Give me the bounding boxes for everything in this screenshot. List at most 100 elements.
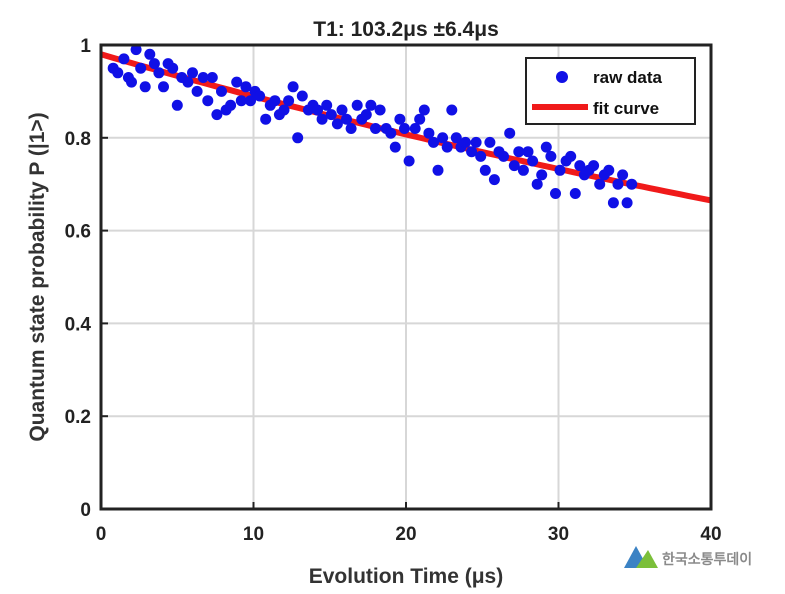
raw-data-point (345, 123, 357, 134)
raw-data-point (331, 118, 343, 130)
raw-data-point (139, 81, 151, 93)
raw-data-point (536, 169, 548, 181)
raw-data-point (167, 62, 179, 74)
raw-data-point (191, 85, 203, 97)
raw-data-point (316, 113, 328, 125)
x-tick-label: 10 (243, 524, 264, 545)
raw-data-point (197, 72, 209, 83)
raw-data-point (513, 146, 525, 158)
chart-title: T1: 103.2μs ±6.4μs (313, 18, 499, 41)
raw-data-point (441, 141, 453, 153)
raw-data-point (399, 123, 410, 134)
raw-data-point (296, 90, 308, 102)
raw-data-point (235, 95, 247, 107)
raw-data-point (617, 169, 629, 181)
raw-data-point (278, 104, 290, 116)
raw-data-point (325, 109, 337, 121)
raw-data-point (187, 67, 198, 79)
y-tick-label: 1 (80, 36, 91, 57)
raw-data-point (527, 155, 539, 167)
raw-data-point (479, 164, 491, 176)
raw-data-point (607, 197, 619, 209)
raw-data-point (283, 95, 295, 107)
raw-data-point (504, 127, 516, 139)
raw-data-point (522, 146, 534, 158)
x-tick-label: 40 (700, 524, 721, 545)
raw-data-point (545, 150, 557, 162)
raw-data-point (466, 146, 478, 158)
raw-data-point (588, 160, 600, 172)
raw-data-point (540, 141, 552, 153)
raw-data-point (351, 99, 363, 111)
raw-data-point (130, 44, 142, 56)
raw-data-point (603, 164, 615, 176)
raw-data-points (107, 44, 638, 209)
raw-data-point (565, 150, 577, 162)
raw-data-point (341, 113, 352, 125)
x-tick-label: 20 (395, 524, 416, 545)
y-axis-ticks: 0 0.2 0.4 0.6 0.8 1 (65, 36, 108, 521)
raw-data-point (508, 160, 520, 172)
raw-data-point (488, 174, 500, 186)
raw-data-point (569, 188, 581, 199)
raw-data-point (225, 99, 237, 111)
raw-data-point (517, 164, 529, 176)
raw-data-point (475, 150, 487, 162)
x-axis-ticks: 0 10 20 30 40 (96, 502, 722, 545)
raw-data-point (409, 123, 421, 134)
watermark-text: 한국소통투데이 (662, 551, 752, 567)
raw-data-point (612, 178, 624, 190)
raw-data-point (432, 164, 444, 176)
raw-data-point (460, 136, 471, 148)
raw-data-point (260, 113, 272, 125)
raw-data-point (202, 95, 214, 107)
watermark-logo-icon (624, 546, 658, 568)
raw-data-point (450, 132, 462, 144)
raw-data-point (206, 72, 218, 83)
raw-data-point (418, 104, 430, 116)
raw-data-point (211, 109, 223, 121)
raw-data-point (484, 136, 496, 148)
raw-data-point (446, 104, 458, 116)
y-tick-label: 0 (80, 500, 91, 521)
legend-raw-data-label: raw data (593, 68, 663, 87)
legend-box (525, 57, 696, 125)
raw-data-point (148, 58, 160, 70)
raw-data-point (135, 62, 147, 74)
raw-data-point (423, 127, 435, 139)
raw-data-point (216, 85, 227, 97)
raw-data-point (287, 81, 299, 93)
y-tick-label: 0.2 (65, 407, 91, 428)
legend-raw-data-marker (556, 71, 568, 83)
raw-data-point (574, 160, 586, 172)
x-axis-label: Evolution Time (μs) (309, 565, 503, 588)
x-tick-label: 0 (96, 524, 107, 545)
raw-data-point (470, 136, 482, 148)
raw-data-point (498, 150, 510, 162)
raw-data-point (231, 76, 243, 88)
raw-data-point (389, 141, 401, 153)
raw-data-point (245, 95, 256, 107)
raw-data-point (360, 109, 372, 121)
watermark: 한국소통투데이 (624, 546, 752, 568)
raw-data-point (144, 48, 156, 60)
raw-data-point (321, 99, 333, 111)
raw-data-point (554, 164, 566, 176)
raw-data-point (254, 90, 266, 102)
raw-data-point (621, 197, 633, 209)
raw-data-point (112, 67, 124, 79)
raw-data-point (292, 132, 304, 144)
y-tick-label: 0.4 (65, 314, 92, 335)
raw-data-point (626, 178, 638, 190)
raw-data-point (550, 188, 561, 199)
raw-data-point (240, 81, 252, 93)
y-tick-label: 0.8 (65, 129, 91, 150)
raw-data-point (414, 113, 426, 125)
raw-data-point (531, 178, 543, 190)
y-axis-label: Quantum state probability P (|1>) (26, 112, 49, 441)
raw-data-point (428, 136, 439, 148)
raw-data-point (158, 81, 169, 93)
raw-data-point (171, 99, 183, 111)
